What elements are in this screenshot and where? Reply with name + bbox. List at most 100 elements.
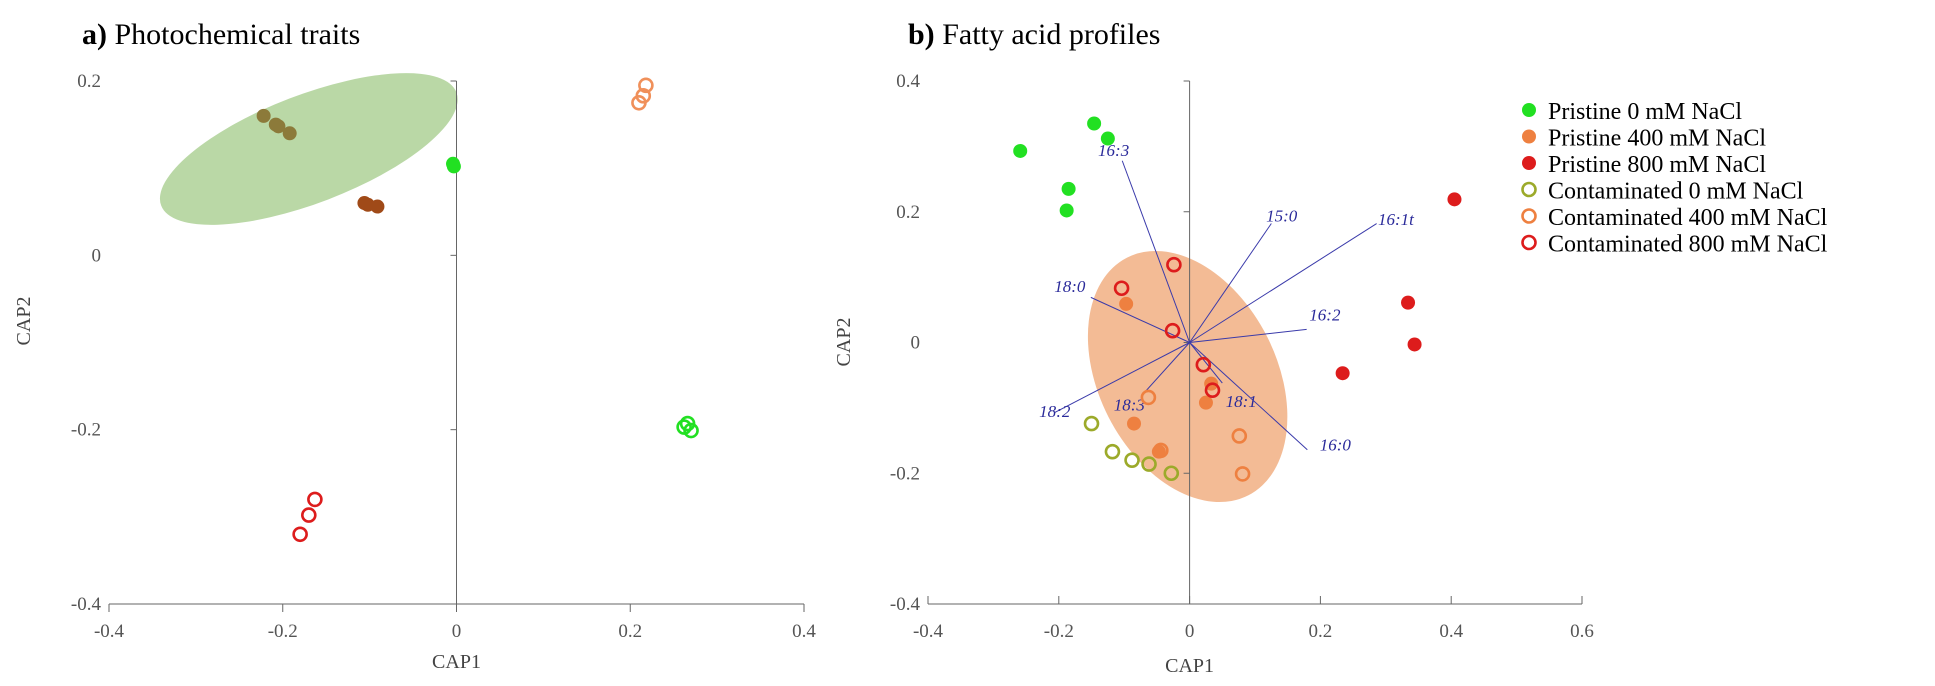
panel-b-vector-18-2 [1054, 342, 1190, 413]
panel-b-vector-label: 16:0 [1320, 435, 1352, 454]
panel-a-y-tick-label: 0.2 [77, 71, 101, 92]
panel-b-y-tick-label: -0.2 [890, 463, 920, 484]
legend-marker [1521, 234, 1537, 251]
panel-a-data-point [446, 159, 461, 174]
panel-a-x-tick-label: 0.2 [618, 621, 642, 642]
legend-item-label: Contaminated 0 mM NaCl [1548, 179, 1804, 205]
panel-b-data-point [1141, 456, 1157, 472]
panel-b-data-point [1124, 452, 1140, 468]
panel-b-data-point [1164, 322, 1181, 339]
panel-b-data-point [1335, 366, 1350, 381]
panel-a-group-ellipse [159, 73, 458, 225]
panel-b-y-axis-title: CAP2 [833, 318, 855, 367]
panel-a-x-tick-label: 0.4 [792, 621, 816, 642]
panel-b-data-point [1166, 256, 1182, 273]
panel-b-vector-label: 16:3 [1098, 141, 1129, 160]
legend-item-label: Pristine 400 mM NaCl [1548, 126, 1766, 152]
panel-a-data-point [370, 199, 385, 214]
panel-b-data-point [1204, 382, 1221, 399]
panel-b-vector-18-3 [1140, 342, 1190, 397]
panel-a-data-point [282, 126, 297, 141]
panel-b-x-tick-label: 0.6 [1570, 621, 1594, 642]
panel-b-data-point [1059, 203, 1074, 218]
panel-b-x-tick-label: 0.4 [1439, 621, 1463, 642]
panel-b-data-point [1163, 465, 1180, 482]
panel-b-vector-label: 15:0 [1266, 207, 1298, 226]
panel-b-vector-16-2 [1189, 328, 1307, 343]
panel-a-title-text: Photochemical traits [115, 18, 361, 51]
panel-a-y-tick-label: 0 [92, 245, 102, 266]
panel-b-data-point [1198, 395, 1213, 410]
panel-a-x-tick-label: -0.2 [268, 621, 298, 642]
panel-a-data-point [301, 507, 317, 523]
panel-b-x-axis-title: CAP1 [1165, 655, 1214, 677]
panel-b-x-tick-label: 0 [1185, 621, 1195, 642]
legend-marker [1522, 103, 1536, 117]
panel-b-vector-18-1 [1189, 342, 1223, 384]
panel-b-data-point [1401, 295, 1416, 310]
panel-b-x-tick-label: 0.2 [1309, 621, 1333, 642]
legend-marker [1522, 129, 1536, 144]
panel-a-data-point [292, 526, 308, 543]
legend-item-label: Contaminated 800 mM NaCl [1548, 232, 1828, 258]
panel-a-title: a) Photochemical traits [82, 18, 360, 51]
panel-b-data-point [1140, 389, 1157, 406]
panel-a-data-point [307, 491, 323, 508]
panel-a-letter: a) [82, 18, 107, 51]
panel-b-y-tick-label: 0 [911, 333, 921, 354]
panel-b-vector-label: 16:2 [1309, 305, 1341, 324]
panel-b-vector-label: 18:0 [1054, 277, 1086, 296]
panel-b-vector-16-1t [1189, 223, 1377, 343]
panel-a-y-tick-label: -0.2 [71, 420, 101, 441]
panel-b-data-point [1407, 337, 1422, 352]
panel-a-x-axis-title: CAP1 [432, 651, 481, 673]
panel-b-data-point [1153, 442, 1169, 459]
panel-a-data-point [256, 108, 271, 123]
panel-b-data-point [1127, 416, 1142, 431]
panel-b-vector-label: 16:1t [1378, 210, 1415, 229]
panel-b-fatty-acid-profiles: b) Fatty acid profiles -0.4 -0.2 0 0.2 0.4 0.… [833, 18, 1594, 677]
panel-a-y-tick-label: -0.4 [71, 594, 102, 615]
legend-item-label: Pristine 800 mM NaCl [1548, 152, 1766, 178]
panel-b-data-point [1113, 280, 1130, 297]
panel-a-data-point [271, 119, 286, 134]
panel-b-data-point [1083, 415, 1100, 432]
panel-b-vector-16-3 [1121, 160, 1191, 343]
panel-b-data-point [1013, 143, 1028, 158]
panel-b-y-tick-label: 0.4 [896, 71, 920, 92]
legend-marker [1521, 208, 1537, 224]
panel-a-y-axis-title: CAP2 [13, 297, 35, 346]
legend-marker [1522, 156, 1536, 170]
panel-b-x-tick-label: -0.4 [913, 621, 944, 642]
panel-b-vector-label: 18:2 [1039, 402, 1071, 421]
panel-b-vector-18-0 [1090, 296, 1190, 343]
panel-b-title: b) Fatty acid profiles [908, 18, 1160, 51]
panel-b-y-tick-label: 0.2 [896, 202, 920, 223]
panel-a-x-tick-label: 0 [452, 621, 462, 642]
panel-a-data-point [683, 422, 699, 439]
panel-b-vector-15-0 [1189, 223, 1272, 343]
panel-b-data-point [1104, 443, 1121, 460]
panel-a-x-tick-label: -0.4 [94, 621, 125, 642]
panel-a-photochemical-traits: a) Photochemical traits -0.4 -0.2 0 0.2 0.4 0… [13, 18, 816, 673]
legend-item-label: Pristine 0 mM NaCl [1548, 99, 1742, 125]
panel-b-title-text: Fatty acid profiles [942, 18, 1160, 51]
panel-b-group-ellipse [1087, 250, 1288, 503]
panel-b-data-point [1100, 131, 1115, 146]
panel-b-x-tick-label: -0.2 [1044, 621, 1074, 642]
legend-marker [1521, 181, 1537, 198]
panel-b-data-point [1061, 181, 1076, 196]
panel-b-data-point [1234, 466, 1251, 482]
panel-b-vector-label: 18:3 [1114, 395, 1145, 414]
panel-b-letter: b) [908, 18, 935, 51]
panel-b-data-point [1119, 296, 1134, 311]
legend-item-label: Contaminated 400 mM NaCl [1548, 205, 1828, 231]
panel-b-y-tick-label: -0.4 [890, 594, 921, 615]
panel-b-data-point [1087, 116, 1102, 131]
panel-a-data-point [631, 94, 647, 111]
panel-b-data-point [1231, 428, 1248, 444]
panel-b-data-point [1447, 192, 1462, 207]
panel-a-data-point [638, 77, 654, 94]
